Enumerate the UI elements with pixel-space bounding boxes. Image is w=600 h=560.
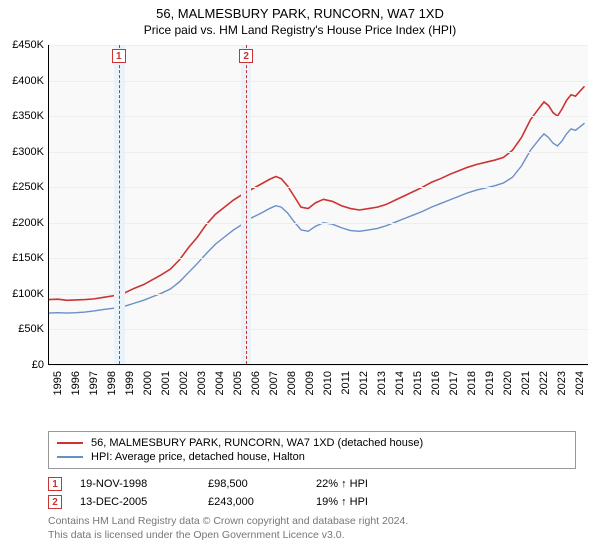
y-tick-label: £0 bbox=[0, 359, 48, 371]
x-tick-label: 2004 bbox=[214, 371, 226, 395]
sale-row: 1 19-NOV-1998 £98,500 22% ↑ HPI bbox=[48, 475, 576, 493]
x-tick-label: 1996 bbox=[70, 371, 82, 395]
x-tick-label: 2003 bbox=[196, 371, 208, 395]
page-title: 56, MALMESBURY PARK, RUNCORN, WA7 1XD bbox=[0, 0, 600, 21]
attribution-line: Contains HM Land Registry data © Crown c… bbox=[48, 515, 576, 529]
x-tick-label: 2017 bbox=[448, 371, 460, 395]
sales-table: 1 19-NOV-1998 £98,500 22% ↑ HPI 2 13-DEC… bbox=[48, 475, 576, 511]
plot-area: 12 bbox=[48, 45, 588, 365]
y-tick-label: £250K bbox=[0, 181, 48, 193]
x-tick-label: 2009 bbox=[304, 371, 316, 395]
x-tick-label: 2015 bbox=[412, 371, 424, 395]
sale-pct: 22% ↑ HPI bbox=[316, 478, 406, 490]
x-tick-label: 2001 bbox=[160, 371, 172, 395]
page-subtitle: Price paid vs. HM Land Registry's House … bbox=[0, 21, 600, 41]
sale-date: 19-NOV-1998 bbox=[80, 478, 190, 490]
legend-swatch bbox=[57, 442, 83, 444]
x-tick-label: 2021 bbox=[520, 371, 532, 395]
x-tick-label: 1995 bbox=[52, 371, 64, 395]
y-tick-label: £50K bbox=[0, 323, 48, 335]
sale-marker-box: 1 bbox=[48, 477, 62, 491]
y-tick-label: £350K bbox=[0, 110, 48, 122]
x-tick-label: 2024 bbox=[574, 371, 586, 395]
sale-marker-box: 2 bbox=[48, 495, 62, 509]
x-tick-label: 2023 bbox=[556, 371, 568, 395]
sale-price: £98,500 bbox=[208, 478, 298, 490]
y-tick-label: £100K bbox=[0, 288, 48, 300]
sale-row: 2 13-DEC-2005 £243,000 19% ↑ HPI bbox=[48, 493, 576, 511]
x-tick-label: 2012 bbox=[358, 371, 370, 395]
x-tick-label: 2022 bbox=[538, 371, 550, 395]
sale-pct: 19% ↑ HPI bbox=[316, 496, 406, 508]
x-axis: 1995 1996 1997 1998 1999 2000 2001 2002 2003 2004… bbox=[48, 367, 588, 427]
y-tick-label: £400K bbox=[0, 75, 48, 87]
legend-label: 56, MALMESBURY PARK, RUNCORN, WA7 1XD (d… bbox=[91, 437, 423, 449]
legend: 56, MALMESBURY PARK, RUNCORN, WA7 1XD (d… bbox=[48, 431, 576, 469]
chart-lines bbox=[49, 45, 588, 364]
chart-marker-box: 1 bbox=[112, 49, 126, 63]
x-tick-label: 2013 bbox=[376, 371, 388, 395]
legend-swatch bbox=[57, 456, 83, 458]
x-tick-label: 1999 bbox=[124, 371, 136, 395]
x-tick-label: 1998 bbox=[106, 371, 118, 395]
attribution: Contains HM Land Registry data © Crown c… bbox=[48, 515, 576, 542]
legend-label: HPI: Average price, detached house, Halt… bbox=[91, 451, 305, 463]
x-tick-label: 2008 bbox=[286, 371, 298, 395]
y-tick-label: £450K bbox=[0, 39, 48, 51]
x-tick-label: 2006 bbox=[250, 371, 262, 395]
chart-container: 12 1995199619971998199920002001200220032… bbox=[0, 41, 600, 431]
y-tick-label: £300K bbox=[0, 146, 48, 158]
legend-row: 56, MALMESBURY PARK, RUNCORN, WA7 1XD (d… bbox=[57, 436, 567, 450]
x-tick-label: 2016 bbox=[430, 371, 442, 395]
x-tick-label: 2020 bbox=[502, 371, 514, 395]
x-tick-label: 2005 bbox=[232, 371, 244, 395]
x-tick-label: 2002 bbox=[178, 371, 190, 395]
x-tick-label: 2011 bbox=[340, 371, 352, 395]
sale-price: £243,000 bbox=[208, 496, 298, 508]
x-tick-label: 2019 bbox=[484, 371, 496, 395]
x-tick-label: 2014 bbox=[394, 371, 406, 395]
y-tick-label: £150K bbox=[0, 252, 48, 264]
x-tick-label: 2018 bbox=[466, 371, 478, 395]
y-tick-label: £200K bbox=[0, 217, 48, 229]
x-tick-label: 1997 bbox=[88, 371, 100, 395]
chart-marker-box: 2 bbox=[239, 49, 253, 63]
x-tick-label: 2010 bbox=[322, 371, 334, 395]
x-tick-label: 2000 bbox=[142, 371, 154, 395]
x-tick-label: 2007 bbox=[268, 371, 280, 395]
sale-date: 13-DEC-2005 bbox=[80, 496, 190, 508]
legend-row: HPI: Average price, detached house, Halt… bbox=[57, 450, 567, 464]
attribution-line: This data is licensed under the Open Gov… bbox=[48, 529, 576, 543]
